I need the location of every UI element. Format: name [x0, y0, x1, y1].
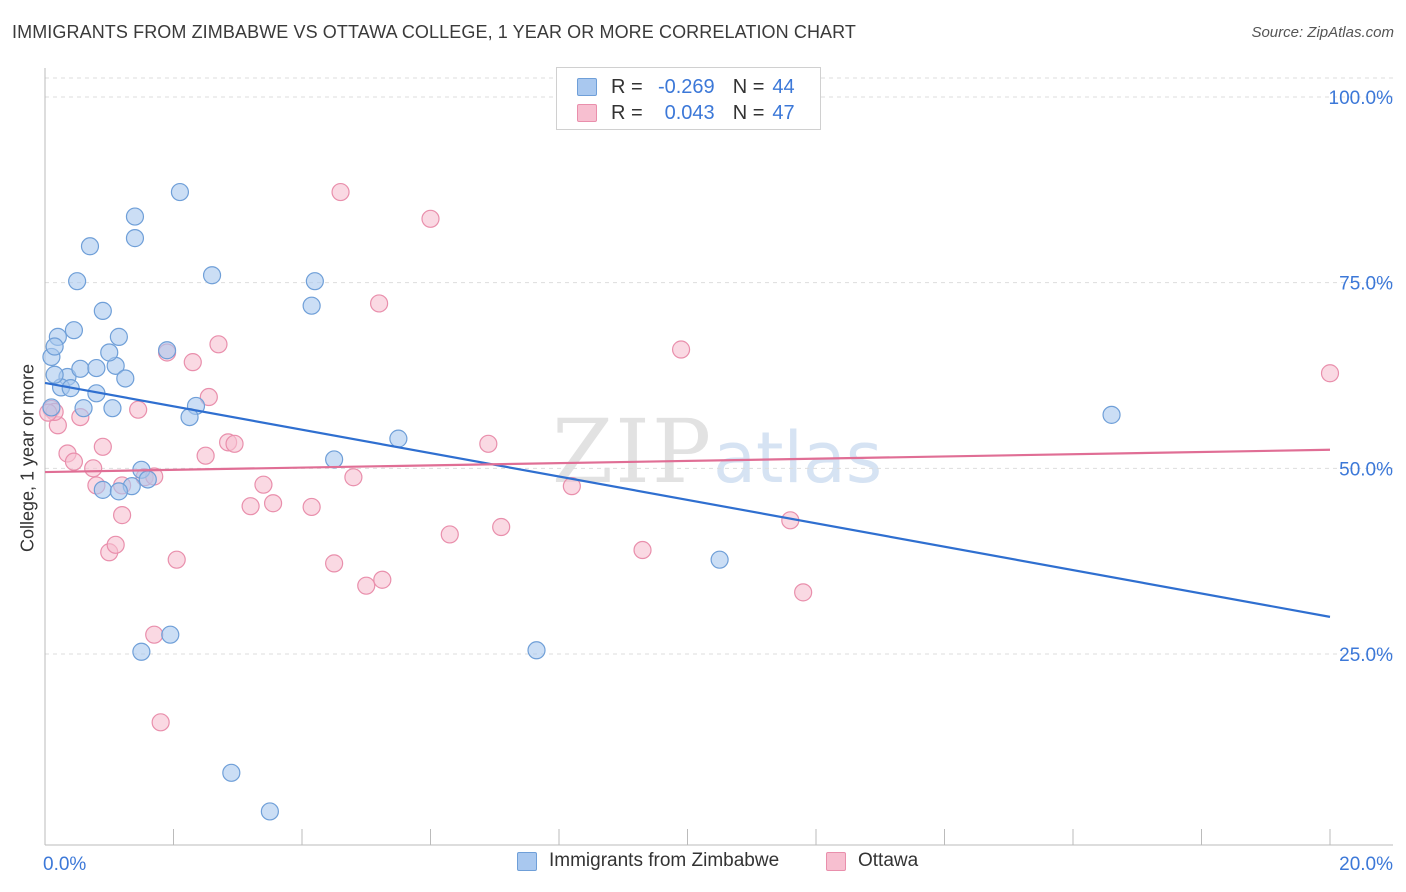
ottawa-point	[167, 550, 186, 569]
ottawa-point	[357, 576, 376, 595]
zimbabwe-point	[125, 207, 145, 226]
zimbabwe-point	[1102, 405, 1121, 424]
legend-swatch-pink	[577, 104, 597, 122]
legend-r-value: 0.043	[664, 101, 715, 124]
zimbabwe-point	[305, 272, 324, 291]
zimbabwe-point	[100, 343, 119, 362]
series-legend-label: Immigrants from Zimbabwe	[549, 850, 780, 871]
zimbabwe-point	[45, 337, 64, 356]
ottawa-point	[794, 583, 813, 602]
zimbabwe-point	[93, 480, 112, 499]
ottawa-point	[1320, 364, 1340, 383]
y-axis-label: College, 1 year or more	[17, 363, 38, 553]
zimbabwe-point	[87, 358, 106, 378]
x-tick-label: 0.0%	[43, 854, 86, 875]
zimbabwe-point	[68, 272, 87, 291]
legend-n-label: N =	[732, 101, 765, 124]
zimbabwe-point	[161, 625, 180, 644]
ottawa-point	[671, 340, 691, 359]
zimbabwe-point	[80, 237, 100, 256]
ottawa-point	[325, 554, 344, 573]
ottawa-point	[302, 497, 321, 517]
ottawa-point	[84, 459, 103, 478]
ottawa-point	[106, 535, 125, 554]
ottawa-point	[479, 434, 498, 453]
chart-title: IMMIGRANTS FROM ZIMBABWE VS OTTAWA COLLE…	[12, 22, 857, 42]
ottawa-point	[151, 713, 170, 732]
ottawa-point	[93, 437, 112, 456]
zimbabwe-point	[170, 182, 190, 202]
series-legend-zimbabwe[interactable]: Immigrants from Zimbabwe	[517, 850, 779, 872]
zimbabwe-point	[222, 763, 241, 782]
legend-swatch-blue	[577, 78, 597, 96]
zimbabwe-point	[109, 482, 128, 501]
ottawa-point	[633, 540, 652, 560]
zimbabwe-point	[138, 470, 157, 489]
ottawa-point	[183, 353, 202, 372]
ottawa-point	[64, 452, 84, 471]
series-legend: Immigrants from Zimbabwe Ottawa	[0, 850, 1406, 880]
ottawa-point	[331, 182, 350, 202]
ottawa-point	[373, 570, 392, 589]
ottawa-point	[263, 494, 283, 513]
y-tick-label: 50.0%	[1339, 459, 1393, 480]
zimbabwe-point	[45, 365, 64, 384]
legend-r-label: R =	[611, 75, 643, 98]
zimbabwe-point	[103, 399, 122, 418]
series-swatch-blue	[517, 851, 537, 871]
zimbabwe-point	[132, 642, 151, 661]
ottawa-point	[241, 497, 260, 516]
zimbabwe-point	[109, 327, 128, 346]
ottawa-trend-line	[44, 448, 1331, 474]
zimbabwe-point	[116, 369, 135, 388]
legend-r-value: -0.269	[657, 75, 715, 98]
zimbabwe-trend-line	[44, 381, 1331, 618]
ottawa-point	[209, 335, 228, 354]
ottawa-point	[199, 387, 218, 407]
ottawa-point	[562, 477, 581, 496]
ottawa-point	[112, 506, 132, 525]
zimbabwe-point	[325, 450, 344, 469]
zimbabwe-point	[710, 550, 729, 569]
zimbabwe-point	[71, 359, 90, 378]
legend-n-label: N =	[732, 75, 765, 98]
zimbabwe-point	[42, 398, 61, 417]
legend-row-zimbabwe: R = -0.269 N = 44	[577, 73, 795, 101]
legend-r-label: R =	[611, 101, 643, 124]
y-tick-label: 25.0%	[1339, 645, 1393, 666]
series-legend-ottawa[interactable]: Ottawa	[826, 850, 918, 872]
zimbabwe-point	[527, 641, 546, 660]
ottawa-point	[370, 294, 389, 313]
legend-n-value: 44	[772, 75, 795, 98]
zimbabwe-point	[202, 266, 222, 285]
ottawa-point	[129, 400, 148, 419]
ottawa-point	[421, 209, 440, 228]
x-tick-label: 20.0%	[1339, 854, 1393, 875]
zimbabwe-point	[157, 341, 177, 360]
zimbabwe-point	[389, 429, 408, 448]
zimbabwe-point	[74, 399, 93, 418]
ottawa-point	[196, 446, 215, 465]
series-swatch-pink	[826, 851, 846, 871]
legend-n-value: 47	[772, 101, 795, 124]
zimbabwe-point	[64, 321, 84, 340]
ottawa-point	[492, 517, 511, 537]
ottawa-point	[254, 475, 273, 494]
correlation-legend: R = -0.269 N = 44 R = 0.043 N = 47	[556, 67, 821, 130]
zimbabwe-point	[125, 229, 145, 248]
series-legend-label: Ottawa	[858, 850, 919, 871]
y-tick-label: 100.0%	[1329, 88, 1394, 109]
ottawa-point	[440, 525, 459, 544]
zimbabwe-point	[260, 802, 279, 821]
legend-row-ottawa: R = 0.043 N = 47	[577, 99, 795, 127]
source-label: Source: ZipAtlas.com	[1251, 24, 1394, 41]
zimbabwe-point	[93, 301, 112, 320]
ottawa-point	[344, 468, 363, 487]
y-tick-label: 75.0%	[1339, 274, 1393, 295]
ottawa-point	[145, 625, 164, 644]
ottawa-point	[225, 434, 244, 453]
zimbabwe-point	[302, 296, 321, 315]
